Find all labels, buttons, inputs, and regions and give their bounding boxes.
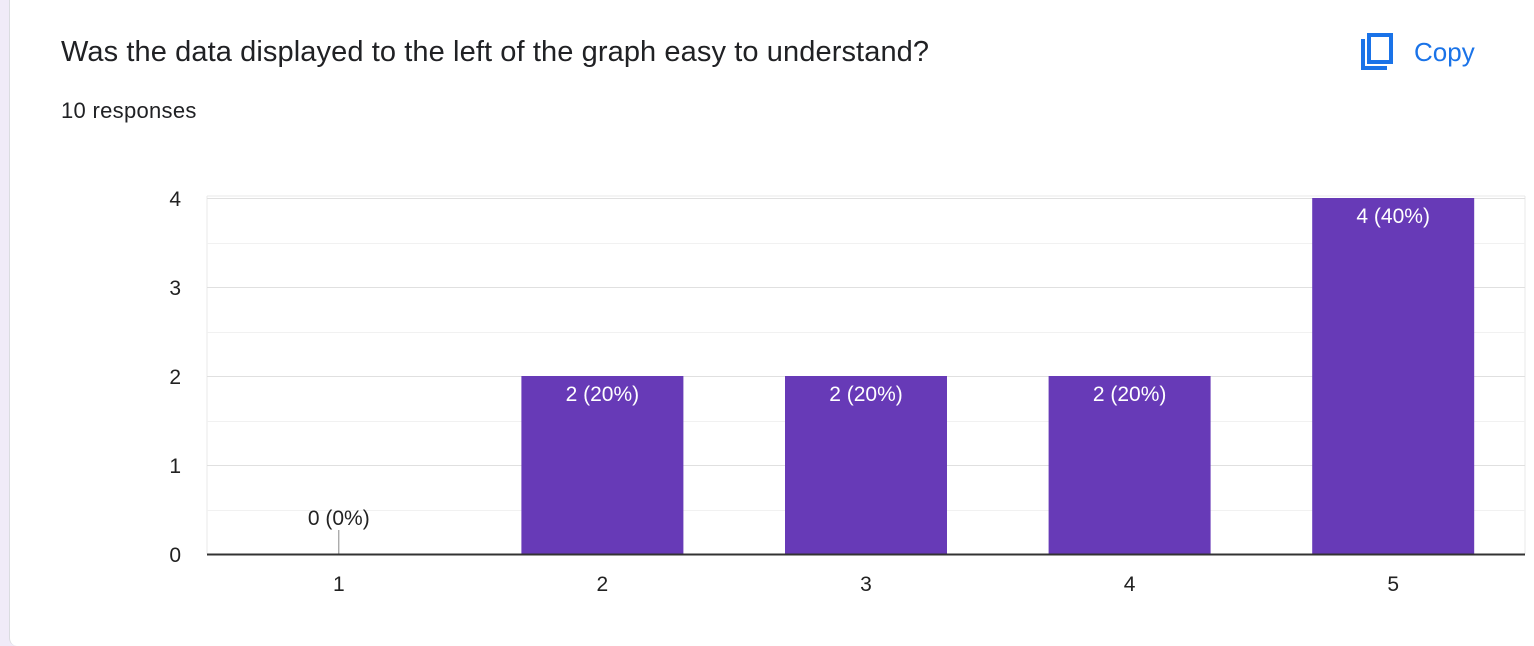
y-tick-label: 0 [169, 544, 181, 567]
data-label: 4 (40%) [1356, 205, 1430, 228]
y-tick-label: 4 [169, 188, 181, 211]
data-label: 0 (0%) [308, 507, 370, 530]
question-card: Was the data displayed to the left of th… [9, 0, 1534, 646]
bar [1048, 376, 1211, 554]
response-count: 10 responses [61, 98, 197, 123]
y-tick-label: 3 [169, 277, 181, 300]
x-tick-label: 4 [1124, 573, 1136, 596]
copy-icon [1360, 33, 1394, 71]
bar-chart: 0 1 2 3 4 0 (0%) 1 2 (20%) 2 2 (20%) 3 2 (20%) 4 4 (4… [169, 188, 1526, 596]
bar [785, 376, 947, 554]
data-label: 2 (20%) [1093, 383, 1167, 406]
bar [1312, 198, 1475, 554]
data-label: 2 (20%) [829, 383, 903, 406]
copy-label: Copy [1414, 36, 1475, 67]
copy-button[interactable]: Copy [1360, 30, 1475, 74]
x-tick-label: 3 [860, 573, 872, 596]
x-tick-label: 1 [333, 573, 345, 596]
y-tick-label: 2 [169, 366, 181, 389]
y-tick-label: 1 [169, 455, 181, 478]
x-tick-label: 5 [1387, 573, 1399, 596]
x-tick-label: 2 [597, 573, 609, 596]
data-label: 2 (20%) [566, 383, 640, 406]
bar [521, 376, 684, 554]
question-title: Was the data displayed to the left of th… [61, 36, 930, 68]
